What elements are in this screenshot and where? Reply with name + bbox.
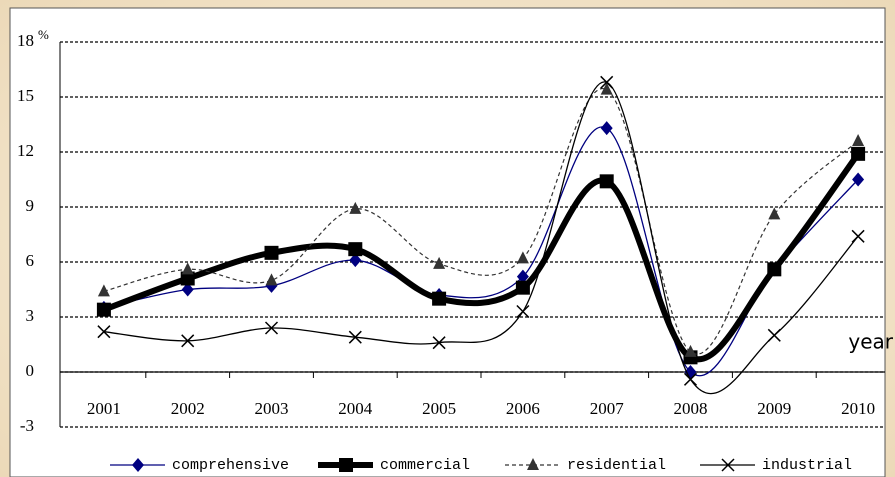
x-tick-label: 2005 [422, 399, 456, 418]
legend-item: industrial [700, 457, 852, 474]
data-point [264, 321, 279, 335]
chart-frame [9, 7, 886, 477]
x-tick-label: 2002 [171, 399, 205, 418]
data-point [515, 280, 530, 295]
legend-label: industrial [762, 457, 852, 474]
data-point [433, 256, 446, 269]
series-line [103, 81, 859, 395]
data-point [349, 201, 362, 214]
legend-label: residential [567, 457, 666, 474]
x-axis-label: year [848, 330, 893, 354]
data-point [516, 251, 529, 264]
legend-label: comprehensive [172, 457, 289, 474]
data-point [349, 253, 362, 268]
data-point [600, 75, 614, 89]
legend-marker [339, 458, 353, 472]
y-tick-label: 12 [17, 141, 34, 160]
x-tick-label: 2001 [87, 399, 121, 418]
x-tick-label: 2007 [590, 399, 625, 418]
data-point [181, 334, 195, 348]
data-point [432, 336, 446, 350]
data-point [348, 242, 363, 257]
data-point [97, 284, 110, 297]
data-point [851, 146, 866, 161]
y-unit: % [38, 27, 49, 42]
y-tick-label: 15 [17, 86, 34, 105]
x-tick-label: 2003 [255, 399, 289, 418]
data-point [432, 291, 447, 306]
data-point [851, 229, 865, 243]
data-point [852, 134, 865, 146]
data-point [600, 82, 613, 95]
data-point [852, 172, 865, 187]
data-point [599, 174, 614, 189]
y-tick-label: -3 [20, 416, 34, 435]
legend-label: commercial [380, 457, 470, 474]
data-point [97, 325, 111, 339]
y-tick-label: 18 [17, 31, 34, 50]
legend-marker [721, 458, 735, 472]
x-tick-label: 2009 [757, 399, 791, 418]
legend-item: residential [505, 457, 666, 474]
data-point [180, 271, 195, 286]
data-point [181, 262, 194, 275]
y-tick-label: 6 [26, 251, 35, 270]
legend-marker [132, 458, 144, 472]
series-line [103, 88, 859, 355]
x-tick-label: 2008 [674, 399, 708, 418]
y-tick-label: 0 [26, 361, 35, 380]
data-point [181, 282, 194, 297]
data-point [683, 372, 698, 386]
data-point [767, 262, 782, 277]
data-point [265, 273, 278, 286]
series-line [103, 126, 859, 377]
y-tick-label: 3 [26, 306, 35, 325]
data-point [767, 328, 781, 342]
legend-marker [527, 458, 539, 470]
legend-item: comprehensive [110, 457, 289, 474]
x-tick-label: 2010 [841, 399, 875, 418]
y-tick-label: 9 [26, 196, 35, 215]
data-point [600, 121, 613, 136]
data-point [516, 269, 529, 284]
legend-item: commercial [318, 457, 470, 474]
data-point [684, 344, 697, 357]
data-point [348, 330, 362, 344]
data-point [768, 207, 781, 220]
data-point [96, 302, 111, 317]
x-tick-label: 2004 [338, 399, 373, 418]
data-point [264, 245, 279, 260]
data-point [516, 304, 530, 319]
x-tick-label: 2006 [506, 399, 540, 418]
